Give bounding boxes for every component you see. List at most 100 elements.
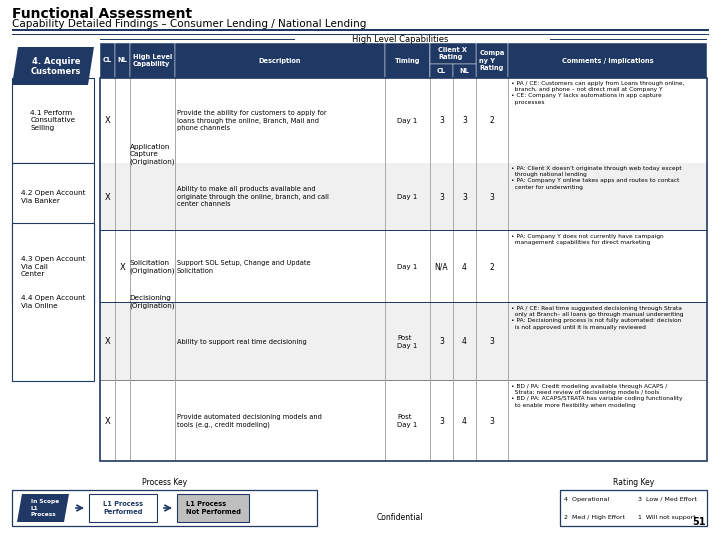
- Bar: [100, 380, 707, 381]
- Text: 2: 2: [490, 116, 495, 125]
- Text: L1 Process
Not Performed: L1 Process Not Performed: [186, 501, 240, 515]
- Text: Post
Day 1: Post Day 1: [397, 335, 418, 349]
- Bar: [100, 78, 707, 461]
- Text: • PA: Company Y does not currently have campaign
  management capabilities for d: • PA: Company Y does not currently have …: [511, 234, 664, 245]
- Bar: [100, 381, 707, 461]
- Text: X: X: [104, 116, 110, 125]
- Text: CL: CL: [437, 68, 446, 74]
- Text: Decisioning
(Origination): Decisioning (Origination): [130, 295, 175, 309]
- Text: X: X: [120, 262, 125, 272]
- Polygon shape: [12, 47, 94, 85]
- Text: 3: 3: [439, 192, 444, 201]
- Text: 4: 4: [462, 262, 467, 272]
- Text: Ability to support real time decisioning: Ability to support real time decisioning: [177, 339, 307, 345]
- Text: Solicitation
(Origination): Solicitation (Origination): [130, 260, 175, 274]
- Text: Provide the ability for customers to apply for
loans through the online, Branch,: Provide the ability for customers to app…: [177, 110, 327, 131]
- Text: 4: 4: [462, 338, 467, 347]
- Text: Support SOL Setup, Change and Update
Solicitation: Support SOL Setup, Change and Update Sol…: [177, 260, 310, 274]
- Text: 2: 2: [490, 262, 495, 272]
- Text: High Level Capabilities: High Level Capabilities: [352, 35, 448, 44]
- Text: Ability to make all products available and
originate through the online, branch,: Ability to make all products available a…: [177, 186, 329, 207]
- Text: 4.3 Open Account
Via Call
Center: 4.3 Open Account Via Call Center: [21, 256, 85, 278]
- Bar: [100, 230, 707, 231]
- Text: Day 1: Day 1: [397, 264, 418, 270]
- Text: NL: NL: [117, 57, 127, 64]
- Text: • PA / CE: Real time suggested decisioning through Strata
  only at Branch– all : • PA / CE: Real time suggested decisioni…: [511, 306, 683, 329]
- Text: X: X: [104, 192, 110, 201]
- Bar: [12, 490, 317, 526]
- Text: 4  Operational: 4 Operational: [564, 496, 609, 502]
- Text: NL: NL: [459, 68, 469, 74]
- Bar: [12, 78, 94, 163]
- Text: 3: 3: [439, 116, 444, 125]
- Text: 4.2 Open Account
Via Banker: 4.2 Open Account Via Banker: [21, 190, 85, 204]
- Bar: [560, 490, 707, 526]
- Text: 3: 3: [462, 116, 467, 125]
- Bar: [508, 43, 707, 78]
- Text: Rating Key: Rating Key: [613, 478, 654, 487]
- Text: Provide automated decisioning models and
tools (e.g., credit modeling): Provide automated decisioning models and…: [177, 414, 322, 428]
- Bar: [100, 231, 707, 303]
- Bar: [12, 33, 709, 35]
- Text: Capability Detailed Findings – Consumer Lending / National Lending: Capability Detailed Findings – Consumer …: [12, 19, 366, 29]
- Text: Application
Capture
(Origination): Application Capture (Origination): [130, 144, 175, 165]
- Text: In Scope
L1
Process: In Scope L1 Process: [31, 500, 59, 517]
- Text: 3: 3: [462, 192, 467, 201]
- Text: 51: 51: [693, 517, 706, 527]
- Text: Day 1: Day 1: [397, 194, 418, 200]
- Bar: [100, 301, 707, 303]
- Text: 4: 4: [462, 416, 467, 426]
- Text: Day 1: Day 1: [397, 118, 418, 124]
- Bar: [430, 64, 453, 78]
- Bar: [100, 78, 707, 163]
- Bar: [115, 43, 130, 78]
- Text: 3  Low / Med Effort: 3 Low / Med Effort: [637, 496, 696, 502]
- Text: Comments / Implications: Comments / Implications: [562, 57, 653, 64]
- Text: Description: Description: [258, 57, 301, 64]
- Text: 4.1 Perform
Consultative
Selling: 4.1 Perform Consultative Selling: [30, 110, 76, 131]
- Bar: [89, 494, 157, 522]
- Text: 3: 3: [439, 416, 444, 426]
- Text: 3: 3: [490, 416, 495, 426]
- Text: Timing: Timing: [395, 57, 420, 64]
- Text: Functional Assessment: Functional Assessment: [12, 7, 192, 21]
- Text: 4.4 Open Account
Via Online: 4.4 Open Account Via Online: [21, 295, 85, 309]
- Bar: [453, 64, 476, 78]
- Bar: [177, 494, 249, 522]
- Bar: [100, 39, 295, 40]
- Bar: [175, 43, 385, 78]
- Bar: [476, 43, 508, 78]
- Bar: [100, 163, 707, 231]
- Text: Client X
Rating: Client X Rating: [438, 47, 467, 60]
- Text: 2  Med / High Effort: 2 Med / High Effort: [564, 515, 625, 519]
- Bar: [430, 43, 453, 78]
- Text: 1  Will not support: 1 Will not support: [637, 515, 696, 519]
- Text: Compa
ny Y
Rating: Compa ny Y Rating: [480, 50, 505, 71]
- Bar: [385, 43, 430, 78]
- Text: • BD / PA: Credit modeling available through ACAPS /
  Strata; need review of de: • BD / PA: Credit modeling available thr…: [511, 384, 683, 408]
- Text: 3: 3: [490, 338, 495, 347]
- Text: High Level
Capability: High Level Capability: [133, 54, 172, 68]
- Text: Customers: Customers: [31, 66, 81, 76]
- Text: 4. Acquire: 4. Acquire: [32, 57, 80, 66]
- Text: Post
Day 1: Post Day 1: [397, 414, 418, 428]
- Bar: [12, 231, 94, 303]
- Bar: [12, 163, 94, 231]
- Bar: [453, 43, 476, 78]
- Text: X: X: [104, 416, 110, 426]
- Text: Process Key: Process Key: [142, 478, 187, 487]
- Text: N/A: N/A: [435, 262, 449, 272]
- Text: Confidential: Confidential: [377, 514, 423, 523]
- Bar: [12, 223, 94, 381]
- Bar: [430, 43, 476, 64]
- Text: L1 Process
Performed: L1 Process Performed: [103, 501, 143, 515]
- Text: 3: 3: [490, 192, 495, 201]
- Bar: [12, 29, 709, 31]
- Bar: [100, 77, 707, 78]
- Text: CL: CL: [103, 57, 112, 64]
- Text: X: X: [104, 338, 110, 347]
- Bar: [130, 43, 175, 78]
- Bar: [100, 43, 115, 78]
- Bar: [100, 303, 707, 381]
- Text: • PA / CE: Customers can apply from Loans through online,
  branch, and phone – : • PA / CE: Customers can apply from Loan…: [511, 81, 685, 105]
